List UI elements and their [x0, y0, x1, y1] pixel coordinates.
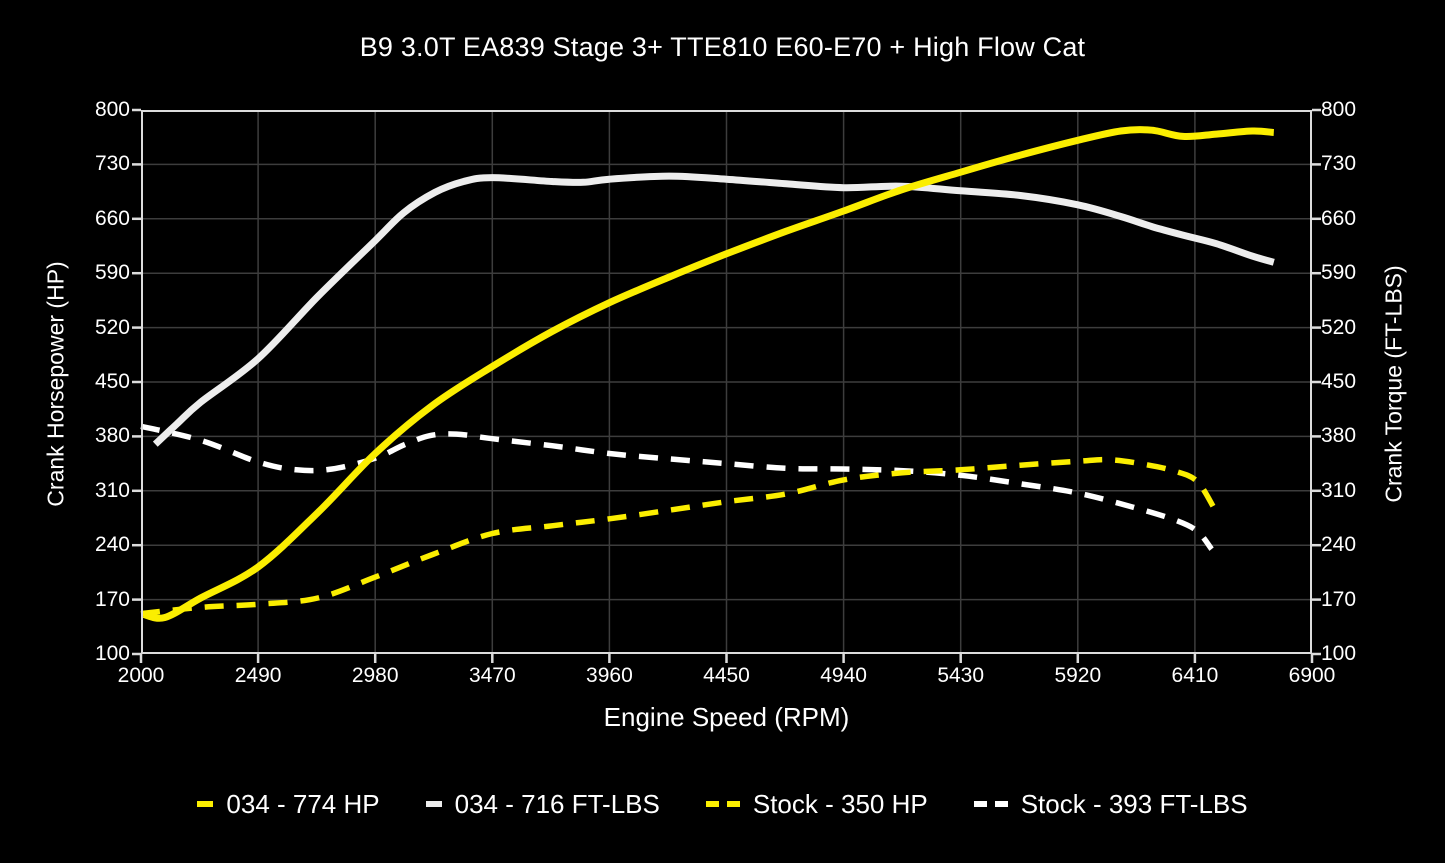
y-right-tick-label: 380	[1321, 424, 1357, 448]
legend-label: Stock - 393 FT-LBS	[1020, 788, 1248, 819]
series-line-034-716-ft-lbs	[152, 172, 1275, 447]
legend-item-stock-350-hp[interactable]: Stock - 350 HP	[705, 788, 928, 820]
plot-area	[132, 108, 1321, 663]
legend: 034 - 774 HP 034 - 716 FT-LBS Stock - 350 …	[0, 785, 1445, 823]
dashed-line-swatch-icon	[973, 801, 1008, 807]
y-left-tick-label: 310	[94, 478, 130, 502]
x-tick-label: 6410	[1171, 664, 1219, 687]
y-right-tick-label: 730	[1321, 152, 1357, 176]
y-left-tick-label: 660	[94, 206, 130, 230]
y-right-tick-label: 590	[1321, 261, 1357, 285]
y-right-tick-label: 170	[1321, 587, 1357, 611]
y-left-tick-label: 450	[94, 370, 130, 393]
series-line-stock-393-ft-lbs	[140, 423, 1214, 551]
y-left-tick-label: 590	[94, 261, 130, 285]
right-axis-tick-labels: 100 170 240 310 380 450 520 590 660 730 800	[1321, 98, 1411, 665]
y-right-tick-label: 100	[1321, 642, 1357, 665]
x-tick-label: 3470	[468, 664, 516, 687]
x-tick-label: 5920	[1054, 664, 1102, 687]
series-line-034-774-hp	[142, 126, 1275, 622]
x-tick-label: 4450	[703, 664, 750, 687]
x-tick-label: 3960	[586, 664, 633, 687]
series-line-stock-350-hp	[140, 456, 1217, 617]
x-tick-label: 4940	[820, 664, 867, 687]
legend-item-034-774-hp[interactable]: 034 - 774 HP	[197, 788, 380, 820]
y-right-tick-label: 310	[1321, 478, 1357, 502]
legend-label: Stock - 350 HP	[752, 788, 928, 819]
y-left-tick-label: 100	[94, 642, 130, 665]
plot-frame	[141, 110, 1312, 654]
y-right-tick-label: 520	[1321, 315, 1357, 339]
solid-line-swatch-icon	[197, 801, 214, 807]
dashed-line-swatch-icon	[705, 801, 740, 807]
x-axis-tick-labels: 2000 2490 2980 3470 3960 4450 4940 5430 5920 6410…	[118, 663, 1336, 689]
y-left-tick-label: 240	[94, 533, 130, 557]
x-tick-label: 5430	[937, 664, 985, 687]
x-tick-label: 2980	[351, 664, 399, 687]
x-tick-label: 2490	[234, 664, 282, 687]
legend-item-stock-393-ft-lbs[interactable]: Stock - 393 FT-LBS	[973, 788, 1248, 820]
x-axis-title: Engine Speed (RPM)	[603, 702, 850, 732]
y-right-tick-label: 660	[1321, 206, 1357, 230]
x-tick-label: 6900	[1288, 664, 1336, 687]
left-axis-tick-labels: 100 170 240 310 380 450 520 590 660 730 800	[0, 98, 130, 665]
y-left-tick-label: 800	[94, 98, 130, 121]
x-tick-label: 2000	[117, 664, 165, 687]
y-left-tick-label: 170	[94, 587, 130, 611]
y-right-tick-label: 240	[1321, 533, 1357, 557]
y-right-tick-label: 450	[1321, 370, 1357, 393]
legend-item-034-716-ft-lbs[interactable]: 034 - 716 FT-LBS	[425, 788, 660, 820]
y-left-tick-label: 520	[94, 315, 130, 339]
legend-label: 034 - 774 HP	[226, 788, 380, 819]
y-left-tick-label: 730	[94, 152, 130, 176]
legend-label: 034 - 716 FT-LBS	[454, 788, 660, 819]
y-right-tick-label: 800	[1321, 98, 1357, 121]
chart-title: B9 3.0T EA839 Stage 3+ TTE810 E60-E70 + …	[359, 32, 1086, 62]
y-left-tick-label: 380	[94, 424, 130, 448]
solid-line-swatch-icon	[425, 801, 442, 807]
